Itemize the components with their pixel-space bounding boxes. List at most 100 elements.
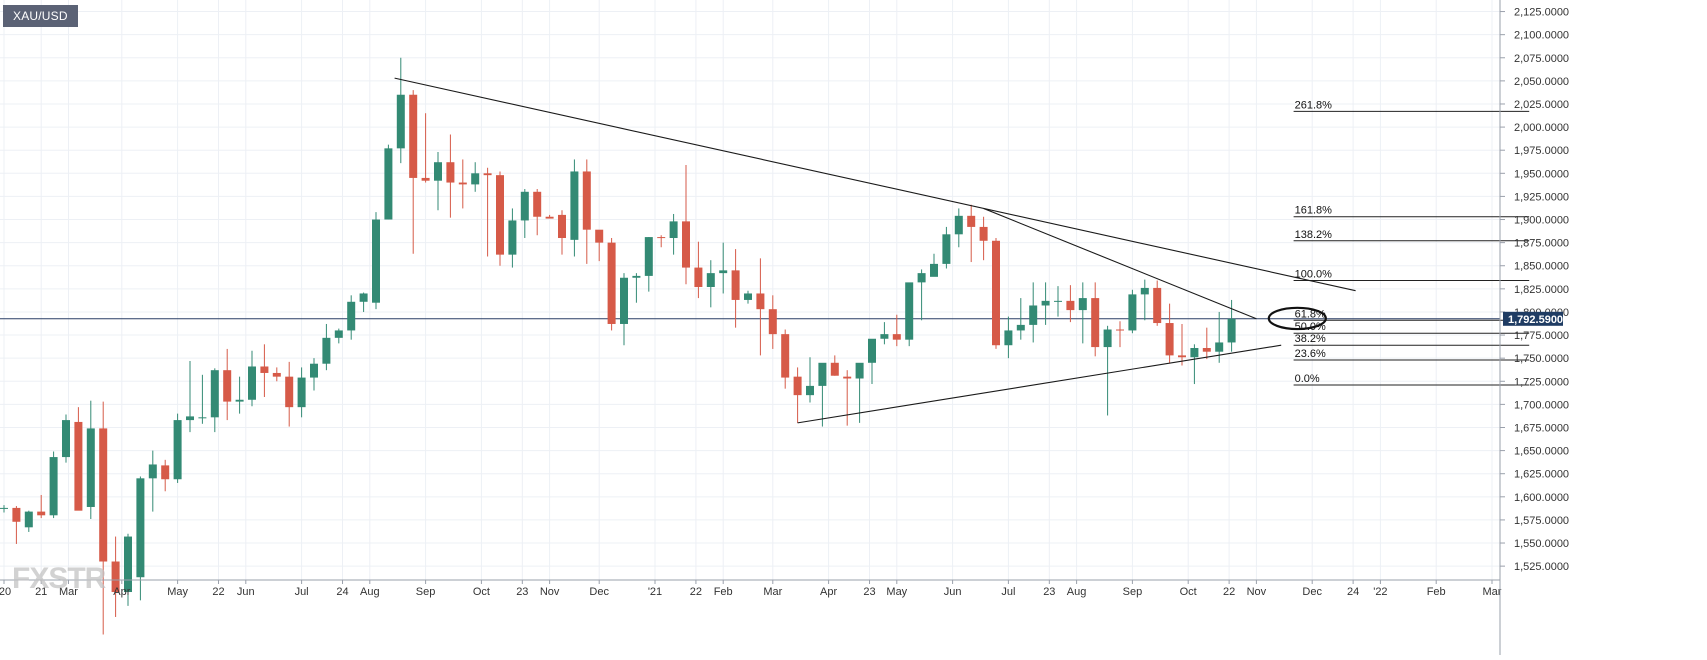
candle[interactable] (334, 328, 343, 344)
candle[interactable] (1153, 280, 1162, 326)
candle[interactable] (384, 144, 393, 220)
candle[interactable] (1016, 298, 1025, 340)
candle[interactable] (1054, 286, 1062, 317)
candle[interactable] (892, 314, 901, 347)
candle[interactable] (657, 235, 666, 248)
candle[interactable] (830, 355, 839, 376)
symbol-tag[interactable]: XAU/USD (3, 5, 78, 27)
candle[interactable] (248, 350, 256, 407)
candle[interactable] (806, 357, 814, 403)
candle[interactable] (843, 370, 852, 426)
candle[interactable] (1091, 282, 1100, 357)
candle[interactable] (1041, 282, 1050, 325)
candle[interactable] (496, 171, 504, 266)
candle[interactable] (272, 367, 281, 382)
candle[interactable] (570, 159, 579, 257)
candle[interactable] (1178, 323, 1186, 366)
candle[interactable] (86, 400, 95, 519)
candle[interactable] (744, 290, 752, 304)
candle[interactable] (359, 292, 368, 312)
candle[interactable] (533, 189, 542, 236)
candle[interactable] (756, 258, 765, 356)
candle[interactable] (731, 249, 740, 328)
candle[interactable] (880, 322, 889, 345)
candle[interactable] (260, 344, 269, 397)
candle[interactable] (1078, 282, 1087, 344)
candle[interactable] (1066, 285, 1075, 323)
candle[interactable] (0, 505, 8, 513)
candle[interactable] (483, 167, 492, 257)
candle[interactable] (446, 134, 455, 218)
candle[interactable] (396, 57, 405, 164)
candle[interactable] (508, 208, 517, 268)
candle[interactable] (99, 401, 108, 635)
candle[interactable] (632, 273, 641, 303)
candle[interactable] (12, 506, 21, 544)
candle[interactable] (173, 413, 182, 483)
candle[interactable] (74, 407, 83, 511)
candle[interactable] (1215, 311, 1224, 363)
candle[interactable] (582, 159, 591, 264)
candle[interactable] (558, 210, 566, 255)
candle[interactable] (1165, 303, 1174, 363)
candle[interactable] (322, 323, 331, 371)
candle[interactable] (818, 362, 827, 427)
candle[interactable] (161, 459, 170, 492)
candle[interactable] (111, 536, 120, 617)
candle[interactable] (930, 253, 938, 277)
candle[interactable] (682, 164, 690, 285)
candle[interactable] (1140, 279, 1149, 321)
candle[interactable] (979, 216, 988, 261)
candle[interactable] (1004, 316, 1013, 359)
candle[interactable] (1202, 327, 1211, 360)
candle[interactable] (310, 358, 318, 391)
candle[interactable] (409, 90, 418, 254)
candle[interactable] (706, 260, 715, 308)
candle[interactable] (62, 414, 70, 463)
candle[interactable] (49, 451, 58, 519)
candle[interactable] (1190, 344, 1199, 385)
candle[interactable] (421, 113, 430, 183)
candle[interactable] (620, 273, 628, 346)
candle[interactable] (942, 226, 951, 269)
candle[interactable] (372, 212, 380, 310)
candle[interactable] (1128, 289, 1137, 334)
candle[interactable] (545, 214, 554, 219)
candle[interactable] (1029, 282, 1038, 343)
candle[interactable] (868, 338, 876, 385)
candle[interactable] (347, 295, 356, 340)
candle[interactable] (223, 348, 232, 421)
candle[interactable] (905, 282, 914, 347)
candle[interactable] (471, 162, 480, 192)
candle[interactable] (124, 533, 132, 606)
candle[interactable] (198, 374, 207, 424)
candle[interactable] (719, 242, 728, 294)
candle[interactable] (1103, 325, 1112, 416)
candle[interactable] (954, 208, 963, 248)
candle[interactable] (297, 367, 306, 418)
candle[interactable] (793, 367, 802, 423)
candle[interactable] (992, 238, 1000, 349)
candle[interactable] (967, 204, 976, 263)
candle[interactable] (781, 329, 790, 389)
candle[interactable] (694, 241, 703, 299)
candle[interactable] (1116, 321, 1124, 348)
candle[interactable] (235, 376, 244, 414)
candle[interactable] (24, 510, 33, 532)
candle[interactable] (148, 450, 157, 512)
candle[interactable] (210, 368, 219, 433)
candle[interactable] (285, 361, 294, 427)
candle[interactable] (917, 269, 926, 321)
candle[interactable] (37, 494, 46, 519)
candle[interactable] (768, 295, 777, 349)
candle[interactable] (186, 360, 194, 433)
candle[interactable] (855, 362, 864, 423)
candle[interactable] (669, 213, 678, 255)
candle[interactable] (136, 476, 145, 601)
candle[interactable] (607, 238, 616, 331)
candle[interactable] (458, 159, 467, 209)
candle[interactable] (644, 237, 653, 292)
candle[interactable] (434, 152, 442, 211)
candle[interactable] (520, 189, 529, 239)
